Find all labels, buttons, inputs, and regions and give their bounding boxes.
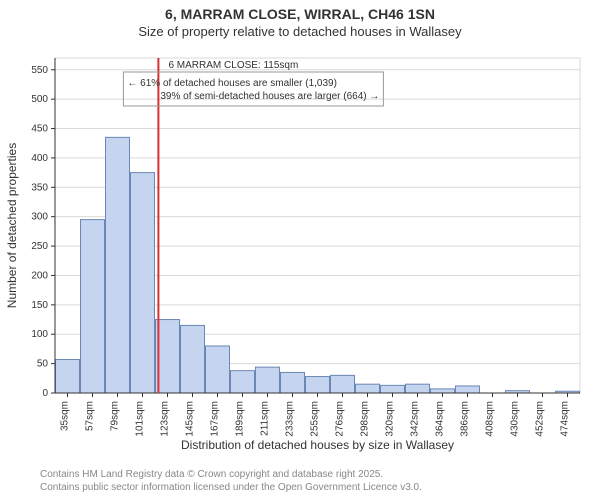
- histogram-bar: [306, 377, 330, 393]
- annotation-line: 39% of semi-detached houses are larger (…: [160, 91, 379, 102]
- y-tick-label: 450: [31, 124, 48, 135]
- x-tick-label: 474sqm: [560, 401, 571, 437]
- histogram-bar: [256, 367, 280, 393]
- histogram-bar: [281, 372, 305, 393]
- x-tick-label: 276sqm: [335, 401, 346, 437]
- x-tick-label: 320sqm: [385, 401, 396, 437]
- attribution-line: Contains public sector information licen…: [40, 482, 422, 495]
- histogram-bar: [181, 325, 205, 393]
- y-tick-label: 350: [31, 182, 48, 193]
- chart-container: 6, MARRAM CLOSE, WIRRAL, CH46 1SN Size o…: [0, 0, 600, 500]
- x-tick-label: 298sqm: [360, 401, 371, 437]
- x-tick-label: 408sqm: [485, 401, 496, 437]
- x-tick-label: 35sqm: [60, 401, 71, 431]
- x-tick-label: 452sqm: [535, 401, 546, 437]
- histogram-bar: [356, 384, 380, 393]
- y-tick-label: 550: [31, 65, 48, 76]
- histogram-bar: [106, 137, 130, 393]
- y-tick-label: 150: [31, 300, 48, 311]
- x-tick-label: 189sqm: [235, 401, 246, 437]
- histogram-bar: [81, 220, 105, 393]
- x-tick-label: 211sqm: [260, 401, 271, 436]
- y-tick-label: 300: [31, 212, 48, 223]
- attribution-text: Contains HM Land Registry data © Crown c…: [40, 469, 422, 494]
- x-tick-label: 233sqm: [285, 401, 296, 437]
- x-tick-label: 145sqm: [185, 401, 196, 437]
- histogram-bar: [131, 173, 155, 393]
- y-tick-label: 250: [31, 241, 48, 252]
- histogram-bar: [406, 384, 430, 393]
- y-tick-label: 500: [31, 94, 48, 105]
- y-axis-label: Number of detached properties: [5, 143, 19, 308]
- chart-title: 6, MARRAM CLOSE, WIRRAL, CH46 1SN: [0, 0, 600, 24]
- histogram-bar: [231, 371, 255, 393]
- attribution-line: Contains HM Land Registry data © Crown c…: [40, 469, 422, 482]
- x-tick-label: 364sqm: [435, 401, 446, 437]
- histogram-bar: [381, 385, 405, 393]
- x-tick-label: 342sqm: [410, 401, 421, 437]
- y-tick-label: 0: [42, 388, 48, 399]
- histogram-bar: [206, 346, 230, 393]
- y-tick-label: 400: [31, 153, 48, 164]
- y-tick-label: 50: [37, 359, 49, 370]
- chart-subtitle: Size of property relative to detached ho…: [0, 24, 600, 40]
- histogram-bar: [456, 386, 480, 393]
- histogram-bar: [431, 389, 455, 393]
- x-tick-label: 386sqm: [460, 401, 471, 437]
- x-axis-label: Distribution of detached houses by size …: [181, 438, 454, 452]
- histogram-chart: 0 50 100 150 200 250 300 350 400 450 500 550 35sqm 57…: [0, 50, 600, 460]
- annotation-title: 6 MARRAM CLOSE: 115sqm: [168, 60, 298, 71]
- x-tick-label: 430sqm: [510, 401, 521, 437]
- y-tick-label: 100: [31, 329, 48, 340]
- x-tick-label: 79sqm: [110, 401, 121, 431]
- x-tick-label: 167sqm: [210, 401, 221, 437]
- y-tick-label: 200: [31, 270, 48, 281]
- histogram-bar: [331, 375, 355, 393]
- histogram-bar: [56, 360, 80, 394]
- x-tick-label: 101sqm: [135, 401, 146, 437]
- chart-wrapper: 0 50 100 150 200 250 300 350 400 450 500 550 35sqm 57…: [0, 50, 600, 460]
- x-tick-label: 123sqm: [160, 401, 171, 437]
- x-tick-label: 255sqm: [310, 401, 321, 437]
- annotation-line: ← 61% of detached houses are smaller (1,…: [127, 78, 337, 89]
- x-tick-label: 57sqm: [85, 401, 96, 431]
